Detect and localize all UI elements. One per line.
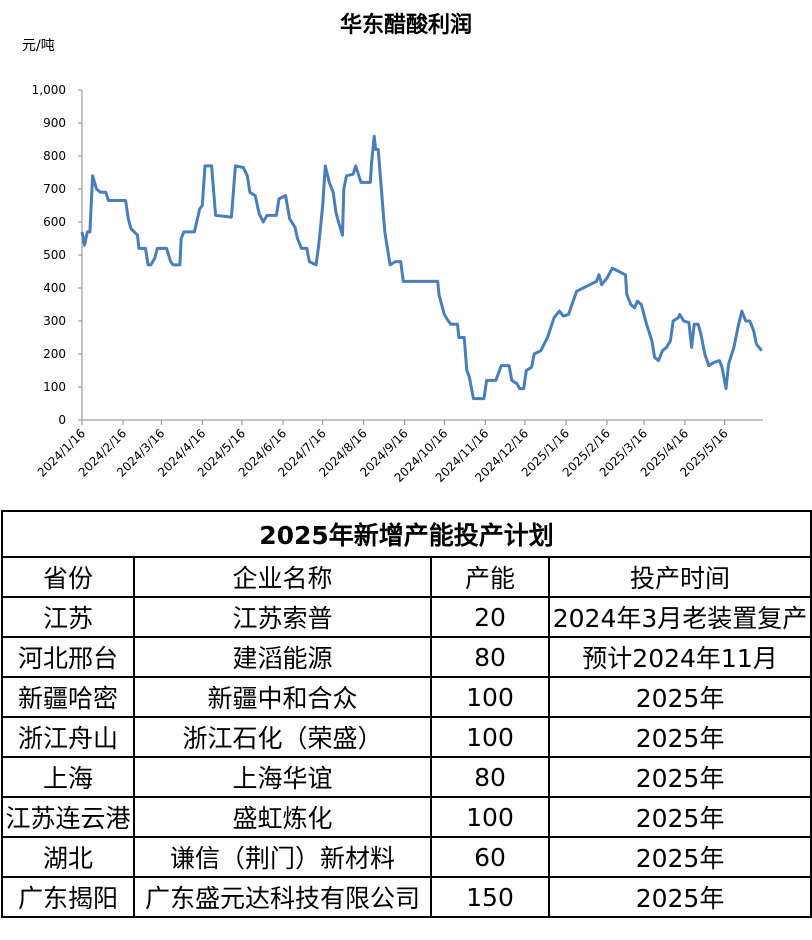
table-cell: 产能 <box>430 556 550 598</box>
y-tick-label: 0 <box>58 413 66 427</box>
table-cell: 建滔能源 <box>133 636 432 678</box>
table-row: 上海 上海华谊 80 2025年 <box>1 756 812 798</box>
table-cell: 浙江石化（荣盛） <box>133 716 432 758</box>
table-cell: 2025年 <box>547 876 812 918</box>
table-row: 浙江舟山 浙江石化（荣盛） 100 2025年 <box>1 716 812 758</box>
table-row: 江苏 江苏索普 20 2024年3月老装置复产 <box>1 596 812 638</box>
y-tick-label: 1,000 <box>32 83 66 97</box>
table-cell: 江苏 <box>1 596 135 638</box>
table-cell: 预计2024年11月 <box>547 636 812 678</box>
table-body: 2025年新增产能投产计划 省份 企业名称 产能 投产时间 江苏 江苏索普 20 2024年3… <box>0 510 812 918</box>
table-cell: 新疆哈密 <box>1 676 135 718</box>
table-cell: 2025年 <box>547 796 812 838</box>
table-row: 河北邢台 建滔能源 80 预计2024年11月 <box>1 636 812 678</box>
table-cell: 2025年 <box>547 836 812 878</box>
table-cell: 河北邢台 <box>1 636 135 678</box>
table-cell: 上海华谊 <box>133 756 432 798</box>
table-cell: 2024年3月老装置复产 <box>547 596 812 638</box>
table-cell: 2025年 <box>547 716 812 758</box>
table-cell: 100 <box>430 796 550 838</box>
table-cell: 100 <box>430 676 550 718</box>
table-row: 广东揭阳 广东盛元达科技有限公司 150 2025年 <box>1 876 812 918</box>
table-cell: 谦信（荆门）新材料 <box>133 836 432 878</box>
table-cell: 湖北 <box>1 836 135 878</box>
table-cell: 20 <box>430 596 550 638</box>
table-cell: 上海 <box>1 756 135 798</box>
y-tick-label: 100 <box>43 380 66 394</box>
table-cell: 新疆中和合众 <box>133 676 432 718</box>
table-cell: 江苏索普 <box>133 596 432 638</box>
table-cell: 投产时间 <box>547 556 812 598</box>
table-row: 湖北 谦信（荆门）新材料 60 2025年 <box>1 836 812 878</box>
table-cell: 企业名称 <box>133 556 432 598</box>
chart: 华东醋酸利润 元/吨 0 100 200 300 400 500 600 700 800 900 1… <box>22 12 763 485</box>
y-tick-label: 400 <box>43 281 66 295</box>
table-cell: 浙江舟山 <box>1 716 135 758</box>
y-tick-label: 700 <box>43 182 66 196</box>
chart-title: 华东醋酸利润 <box>340 12 472 38</box>
table-cell: 80 <box>430 636 550 678</box>
table-cell: 盛虹炼化 <box>133 796 432 838</box>
table-cell: 150 <box>430 876 550 918</box>
y-tick-label: 200 <box>43 347 66 361</box>
table-row: 江苏连云港 盛虹炼化 100 2025年 <box>1 796 812 838</box>
y-axis-label: 元/吨 <box>22 38 55 54</box>
y-tick-label: 900 <box>43 116 66 130</box>
table-cell: 省份 <box>1 556 135 598</box>
data-line <box>80 134 763 401</box>
table-title: 2025年新增产能投产计划 <box>0 510 812 558</box>
y-tick-label: 600 <box>43 215 66 229</box>
table-header-row: 省份 企业名称 产能 投产时间 <box>1 556 812 598</box>
table-cell: 80 <box>430 756 550 798</box>
table-cell: 2025年 <box>547 756 812 798</box>
y-tick-label: 800 <box>43 149 66 163</box>
capacity-table: 2025年新增产能投产计划 省份 企业名称 产能 投产时间 江苏 江苏索普 20 2024年3… <box>0 510 812 918</box>
y-tick-label: 300 <box>43 314 66 328</box>
table-cell: 60 <box>430 836 550 878</box>
table-cell: 广东揭阳 <box>1 876 135 918</box>
table-title-row: 2025年新增产能投产计划 <box>0 510 812 558</box>
y-tick-label: 500 <box>43 248 66 262</box>
table-cell: 2025年 <box>547 676 812 718</box>
table-cell: 100 <box>430 716 550 758</box>
table-row: 新疆哈密 新疆中和合众 100 2025年 <box>1 676 812 718</box>
table-cell: 广东盛元达科技有限公司 <box>133 876 432 918</box>
table-cell: 江苏连云港 <box>1 796 135 838</box>
